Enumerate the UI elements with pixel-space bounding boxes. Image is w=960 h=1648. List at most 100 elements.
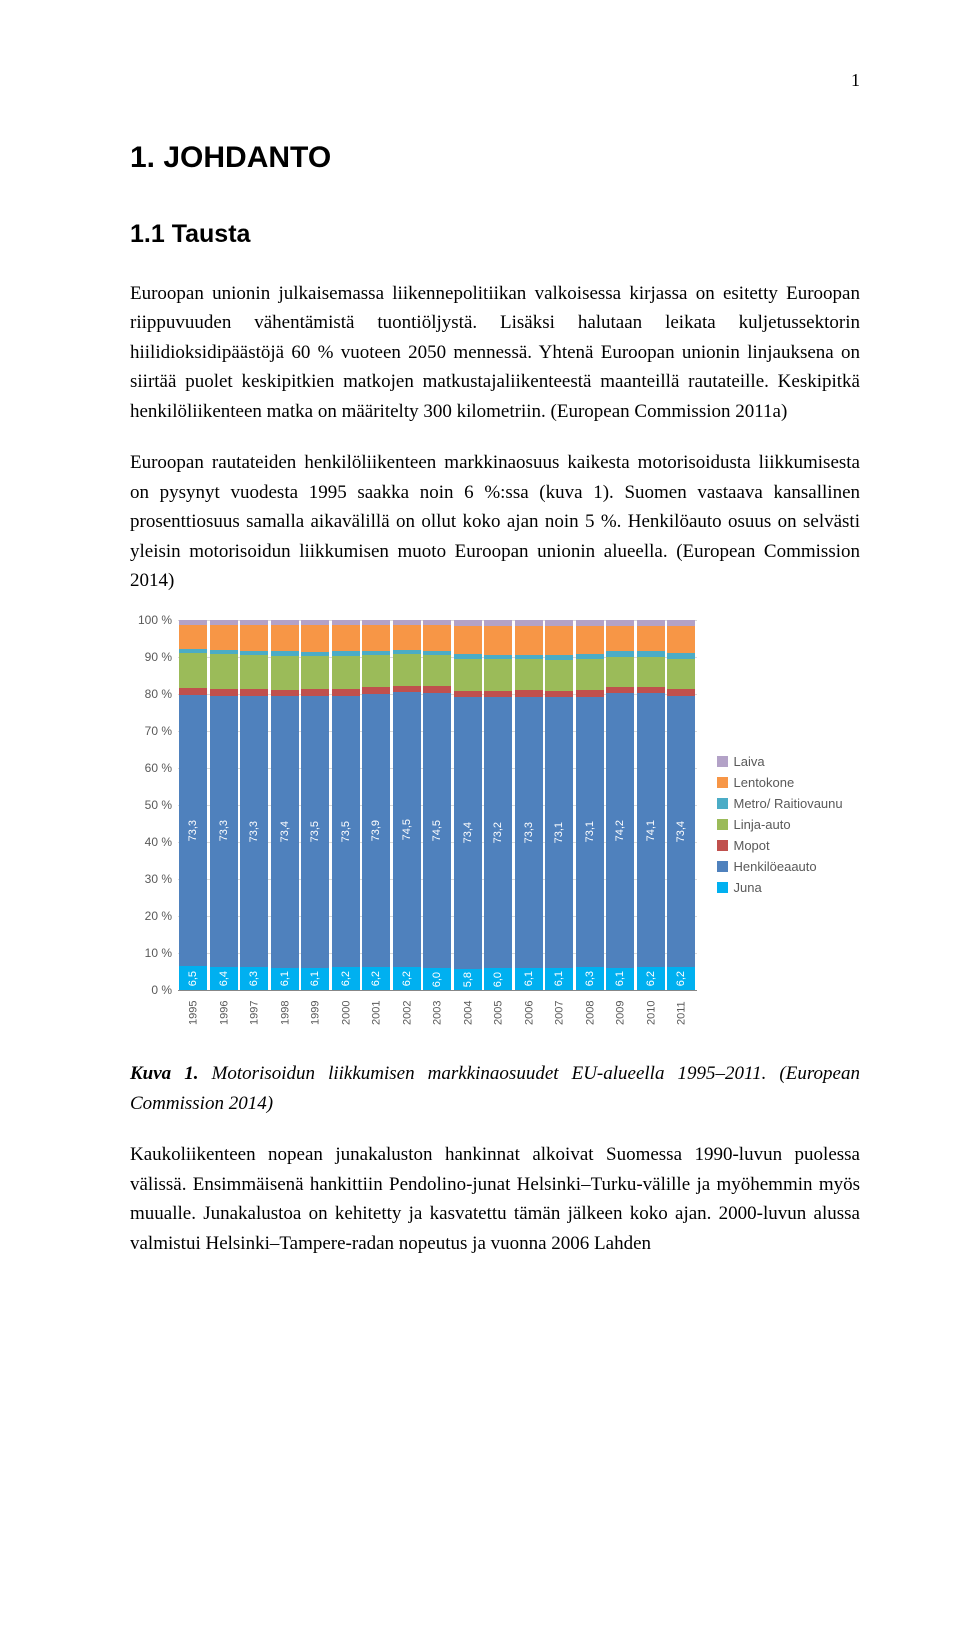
chart-bar-segment (362, 625, 390, 651)
bar-value-label: 74,1 (645, 820, 657, 841)
bar-value-label: 6,2 (370, 971, 382, 986)
chart-bar-segment (210, 689, 238, 696)
chart-bar-segment: 73,3 (210, 696, 238, 967)
chart-bar-segment: 73,1 (576, 697, 604, 967)
legend-item: Mopot (717, 838, 843, 853)
chart-bar-segment (332, 625, 360, 651)
paragraph: Euroopan rautateiden henkilöliikenteen m… (130, 448, 860, 595)
chart-bar-segment: 6,1 (271, 968, 299, 991)
x-axis-tick: 1995 (178, 991, 209, 1029)
legend-swatch (717, 861, 728, 872)
chart-bar-segment (301, 625, 329, 651)
chart-bar-segment: 6,4 (210, 967, 238, 991)
chart-bar: 6,5 73,3 (179, 620, 207, 990)
bar-value-label: 6,2 (675, 971, 687, 986)
bar-value-label: 6,1 (553, 971, 565, 986)
chart-bar-segment (332, 656, 360, 689)
y-axis-tick: 40 % (145, 835, 172, 849)
bar-value-label: 6,3 (584, 971, 596, 986)
chart-bar-segment (637, 657, 665, 687)
bar-value-label: 73,9 (370, 820, 382, 841)
chart-bar-segment (606, 657, 634, 687)
y-axis-tick: 90 % (145, 650, 172, 664)
chart-bar-segment (484, 691, 512, 698)
y-axis-tick: 30 % (145, 872, 172, 886)
chart-bar-segment (606, 687, 634, 694)
bar-value-label: 73,3 (218, 820, 230, 841)
legend-swatch (717, 819, 728, 830)
chart-bar-segment: 73,1 (545, 697, 573, 967)
legend-item: Juna (717, 880, 843, 895)
y-axis-tick: 80 % (145, 687, 172, 701)
chart-bar: 6,4 73,3 (210, 620, 238, 990)
chart-bar-segment (545, 691, 573, 698)
chart-bar-segment: 73,3 (179, 695, 207, 966)
chart-bar-segment: 73,3 (240, 696, 268, 967)
x-axis-tick: 2008 (575, 991, 606, 1029)
chart-bar-segment (393, 654, 421, 685)
page-number: 1 (130, 70, 860, 91)
y-axis-tick: 100 % (138, 613, 172, 627)
x-axis-tick: 2009 (605, 991, 636, 1029)
bar-value-label: 6,5 (187, 971, 199, 986)
chart-bar-segment (301, 656, 329, 690)
legend-item: Lentokone (717, 775, 843, 790)
chart-bar-segment (423, 625, 451, 651)
chart-bar-segment: 74,5 (423, 693, 451, 969)
chart-bar-segment: 6,0 (484, 968, 512, 990)
chart-bar-segment (515, 690, 543, 697)
chart-bar: 6,274,5 (393, 620, 421, 990)
heading-level-2: 1.1 Tausta (130, 220, 860, 249)
chart-bar: 5,873,4 (454, 620, 482, 990)
y-axis-tick: 60 % (145, 761, 172, 775)
x-axis-tick: 1997 (239, 991, 270, 1029)
chart-bar-segment: 5,8 (454, 969, 482, 990)
x-axis-tick: 1998 (270, 991, 301, 1029)
chart-bar-segment: 6,1 (515, 968, 543, 991)
document-page: 1 1. JOHDANTO 1.1 Tausta Euroopan unioni… (0, 0, 960, 1320)
bar-value-label: 73,4 (675, 821, 687, 842)
chart-bar-segment: 6,1 (545, 968, 573, 991)
legend-label: Linja-auto (734, 817, 791, 832)
chart-bar-segment (423, 655, 451, 686)
chart-bar-segment (454, 626, 482, 655)
bar-value-label: 73,4 (279, 821, 291, 842)
paragraph: Kaukoliikenteen nopean junakaluston hank… (130, 1140, 860, 1258)
chart-bar-segment (240, 625, 268, 651)
chart-bar-segment: 73,4 (667, 696, 695, 968)
chart-bar-segment (271, 656, 299, 690)
chart-bar-segment (576, 659, 604, 690)
chart-bar-segment (271, 690, 299, 697)
x-axis-tick: 2000 (331, 991, 362, 1029)
chart-bar-segment (301, 689, 329, 696)
chart-bar: 6,2 73,9 (362, 620, 390, 990)
chart-legend: LaivaLentokoneMetro/ RaitiovaunuLinja-au… (717, 748, 843, 901)
chart-bar-segment (240, 689, 268, 696)
chart-bar-segment: 74,2 (606, 693, 634, 968)
bar-value-label: 6,3 (248, 971, 260, 986)
chart-y-axis: 0 %10 %20 %30 %40 %50 %60 %70 %80 %90 %1… (130, 620, 176, 990)
chart-bar-segment (667, 689, 695, 696)
bar-value-label: 6,0 (431, 972, 443, 987)
chart-bar-segment: 74,1 (637, 693, 665, 967)
chart-bar-segment: 73,4 (271, 696, 299, 968)
x-axis-tick: 1996 (209, 991, 240, 1029)
chart-bar-segment: 6,2 (637, 967, 665, 990)
chart-bar: 6,1 73,1 (545, 620, 573, 990)
bar-value-label: 73,2 (492, 822, 504, 843)
chart-bar-segment (393, 625, 421, 650)
chart-bar-segment: 73,5 (301, 696, 329, 968)
legend-swatch (717, 882, 728, 893)
legend-swatch (717, 840, 728, 851)
chart-x-axis: 1995199619971998199920002001200220032004… (178, 991, 697, 1029)
chart-bar-segment (667, 626, 695, 653)
chart-bar: 6,174,2 (606, 620, 634, 990)
chart-bar-segment: 73,2 (484, 697, 512, 968)
y-axis-tick: 20 % (145, 909, 172, 923)
chart-bar-segment (362, 655, 390, 688)
chart-figure: 0 %10 %20 %30 %40 %50 %60 %70 %80 %90 %1… (130, 620, 860, 1029)
chart-bar-segment: 73,4 (454, 697, 482, 969)
chart-bar-segment (240, 655, 268, 689)
x-axis-tick: 2002 (392, 991, 423, 1029)
legend-label: Mopot (734, 838, 770, 853)
